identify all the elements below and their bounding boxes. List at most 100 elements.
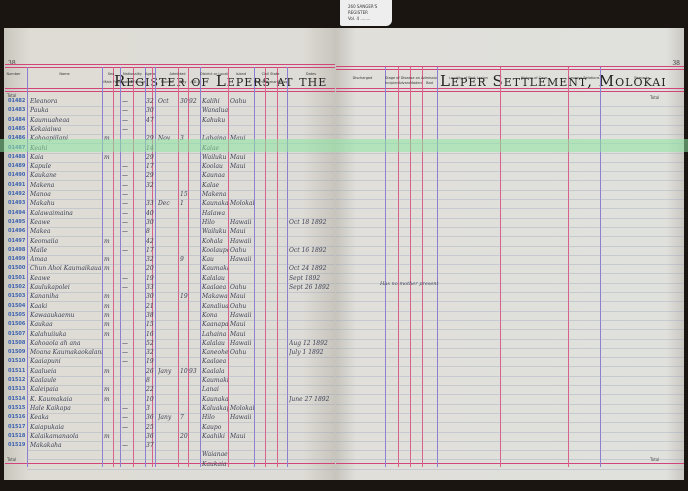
admitted-day: 1 (180, 200, 184, 208)
table-row: 01504 Kaaki m 21 Kanaliua Oahu (0, 303, 688, 312)
admitted-day: 19 (180, 293, 188, 301)
district: Kohala (202, 237, 223, 245)
table-row: 01515 Hale Kaikapa — 3 KaluakapuMolokai (0, 405, 688, 414)
admitted-month: Jany (158, 414, 172, 422)
district: Makawao (202, 293, 228, 301)
row-rule (27, 245, 335, 247)
row-rule (336, 254, 684, 256)
district: Hilo (202, 218, 215, 226)
admitted-month: Jany (158, 367, 172, 375)
row-rule (336, 217, 684, 219)
district: Kaalaea (202, 358, 227, 366)
age: 15 (146, 321, 154, 329)
row-rule (27, 431, 335, 433)
register-number: 01497 (8, 237, 26, 244)
red-rule (336, 69, 684, 70)
sex-mark: m (104, 237, 110, 245)
admitted-month: Dec (158, 200, 170, 208)
column-header: Civil State (261, 72, 280, 76)
district: Koolau (202, 163, 223, 171)
row-rule (27, 199, 335, 200)
row-rule (27, 440, 335, 442)
column-header: Locality of First Lesion (449, 76, 488, 80)
island: Molokai (230, 404, 254, 412)
register-number: 01516 (8, 414, 26, 421)
table-row: 01497 Keomaiia m 42 Kohala Hawaii (0, 238, 688, 247)
register-number: 01483 (8, 107, 26, 114)
row-rule (27, 338, 335, 340)
row-rule (336, 357, 684, 359)
column-header: Age at time (145, 72, 155, 76)
row-rule (27, 217, 335, 219)
row-rule (27, 459, 335, 461)
row-rule (27, 403, 335, 405)
nationality-mark: — (122, 116, 128, 124)
register-number: 01492 (8, 191, 26, 197)
table-row: 01490 Kaukane — 29 Kaunaa (0, 172, 688, 181)
red-rule (336, 91, 684, 92)
date: Aug 12 1892 (289, 339, 328, 347)
age: 29 (146, 135, 155, 142)
age: 29 (146, 172, 154, 180)
archive-tag: 260 SANGER'S REGISTER Vol. 4 ........ (340, 0, 392, 26)
patient-name: Kaukaa (30, 321, 53, 329)
row-rule (336, 338, 684, 340)
age: 38 (146, 311, 154, 319)
age: 19 (146, 358, 154, 366)
column-header: Month (161, 80, 172, 84)
age: 33 (146, 284, 154, 291)
register-number: 01513 (8, 386, 26, 393)
district: Kalalau (202, 339, 225, 347)
left-page: 38 Register of Lepers at the (4, 28, 335, 480)
age: 3 (146, 404, 150, 412)
column-rule (277, 67, 278, 467)
table-row: 01482 Eleanora — 32 Oct 30 92 Kalihi Oahu (0, 98, 688, 107)
patient-name: Makahu (30, 200, 55, 208)
row-rule (336, 450, 684, 452)
table-row: 01511 Kaalueia m 26 Jany 10 93 Kaalala (0, 368, 688, 377)
register-number: 01517 (8, 423, 26, 430)
tag-line: 260 SANGER'S (348, 4, 378, 9)
patient-name: Makena (30, 181, 55, 189)
district: Lahaina (202, 135, 228, 142)
district: Wailuku (202, 153, 227, 161)
patient-name: Hale Kaikapa (30, 404, 71, 412)
age: 22 (146, 386, 154, 394)
page-title-right: Leper Settlement, Molokai (440, 72, 667, 90)
admitted-day: 7 (180, 414, 184, 422)
column-header: Sex (107, 72, 115, 76)
table-row: 01493 Makahu — 33 Dec 1 Kaunakai Molokai (0, 200, 688, 209)
district: Kaahiki (202, 432, 225, 440)
right-page: 38 Leper Settlement, Molokai (335, 28, 684, 480)
district: Kaumaka (202, 265, 228, 273)
register-number: 01486 (8, 135, 28, 141)
district: Kaanapali (202, 321, 228, 329)
column-rule (287, 67, 288, 467)
row-rule (336, 124, 684, 126)
island: Hawaii (230, 237, 252, 245)
district: Kaupo (202, 423, 222, 431)
patient-name: Kaumuaheaa (30, 116, 70, 124)
column-rule (133, 67, 134, 467)
patient-name: Kawaaukaemu (30, 311, 75, 319)
patient-name: Kaaiapuni (30, 358, 61, 366)
date: Oct 24 1892 (289, 265, 327, 273)
district: Kaluakapu (202, 404, 228, 412)
column-header: Foreigner (133, 80, 145, 84)
nationality-mark: — (122, 274, 128, 282)
island: Maui (230, 228, 246, 236)
register-number: 01504 (8, 302, 26, 309)
column-rule (265, 67, 266, 467)
island: Hawaii (230, 339, 252, 347)
age: 16 (146, 330, 154, 338)
age: 36 (146, 414, 154, 422)
patient-name: Maile (30, 246, 48, 254)
page-title-left: Register of Lepers at the (114, 72, 328, 90)
row-rule (336, 133, 684, 135)
register-number: 01507 (8, 330, 26, 337)
red-rule (336, 66, 684, 67)
row-rule (27, 189, 335, 191)
column-rule (145, 67, 146, 467)
register-number: 01505 (8, 311, 26, 318)
patient-name: Makakaha (30, 442, 62, 450)
